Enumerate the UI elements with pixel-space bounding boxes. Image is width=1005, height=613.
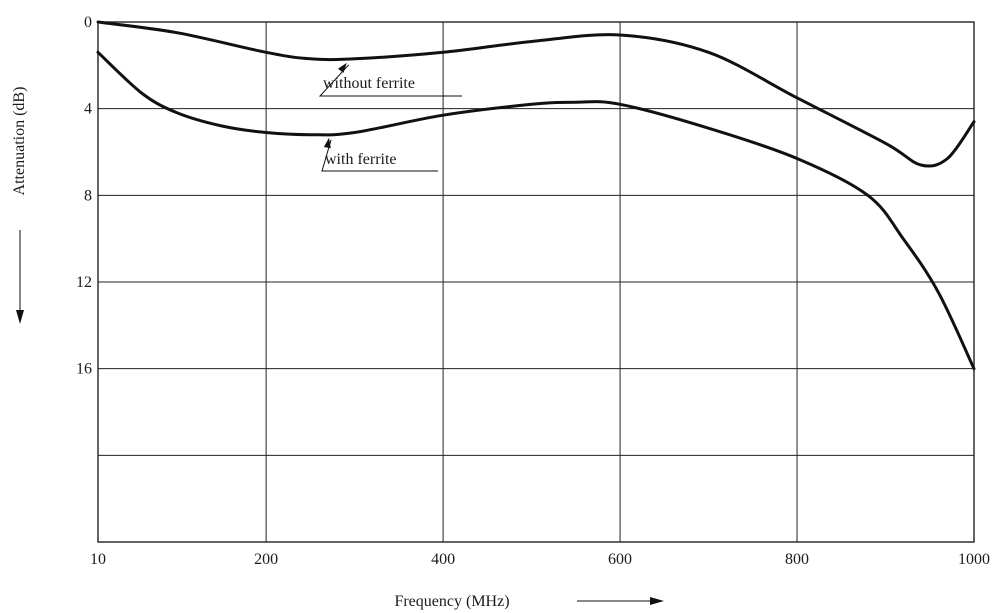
x-tick-labels: 10 200 400 600 800 1000 — [90, 551, 990, 568]
y-tick-label: 12 — [76, 274, 92, 291]
series-annotations: without ferrite with ferrite — [318, 62, 462, 172]
annotation-arrowhead — [323, 137, 331, 149]
y-tick-label: 16 — [76, 361, 92, 378]
x-axis-arrow — [577, 597, 664, 605]
x-tick-label: 800 — [785, 551, 809, 568]
y-axis-arrow — [16, 230, 24, 324]
y-tick-label: 0 — [84, 14, 92, 31]
y-axis-title: Attenuation (dB) — [11, 87, 28, 196]
y-tick-label: 4 — [84, 101, 92, 118]
series-lines — [96, 20, 976, 371]
x-axis-title: Frequency (MHz) — [394, 593, 509, 610]
y-tick-label: 8 — [84, 187, 92, 204]
annotation-leader — [318, 64, 462, 97]
annotation-arrowhead — [337, 62, 347, 73]
plot-frame — [97, 21, 975, 543]
x-tick-label: 1000 — [958, 551, 990, 568]
x-tick-label: 600 — [608, 551, 632, 568]
x-tick-label: 400 — [431, 551, 455, 568]
series-label: with ferrite — [325, 151, 397, 168]
x-tick-label: 200 — [254, 551, 278, 568]
grid — [98, 22, 974, 542]
series-label: without ferrite — [323, 75, 415, 92]
series-line-1 — [96, 50, 976, 371]
y-tick-labels: 0 4 8 12 16 — [76, 14, 92, 378]
annotation-leader — [321, 139, 438, 172]
series-line-0 — [96, 20, 976, 168]
x-tick-label: 10 — [90, 551, 106, 568]
